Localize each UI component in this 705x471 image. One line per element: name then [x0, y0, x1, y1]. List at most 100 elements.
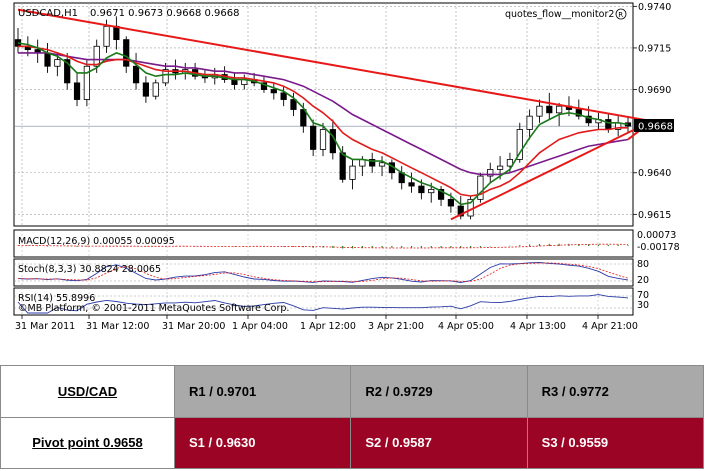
- candle-body: [437, 188, 445, 200]
- stoch-tick-bottom: 20: [637, 275, 649, 286]
- candle-body: [300, 109, 307, 127]
- x-tick-label: 31 Mar 12:00: [86, 321, 149, 332]
- candle-body: [270, 89, 277, 94]
- macd-bar: [342, 246, 344, 249]
- macd-bar: [391, 246, 393, 248]
- ohlc-readout: 0.9671 0.9673 0.9668 0.9668: [90, 8, 240, 19]
- macd-bar: [283, 246, 285, 247]
- ma-green-line: [17, 42, 629, 206]
- macd-bar: [578, 244, 580, 246]
- candle-body: [418, 185, 425, 194]
- price-axis: 0.9740 0.9715 0.9690 0.9640 0.9615: [633, 2, 671, 221]
- macd-bar: [430, 246, 432, 248]
- macd-bar: [420, 246, 422, 248]
- candle-body: [585, 115, 592, 124]
- resistance-row: USD/CAD R1 / 0.9701 R2 / 0.9729 R3 / 0.9…: [0, 365, 705, 418]
- macd-bar: [509, 245, 511, 247]
- x-tick-label: 1 Apr 12:00: [300, 321, 356, 332]
- macd-tick-top: 0.00073: [637, 230, 676, 241]
- candle-body: [152, 82, 159, 97]
- candle-body: [93, 45, 100, 67]
- macd-bar: [86, 246, 88, 247]
- x-tick-label: 3 Apr 21:00: [368, 321, 424, 332]
- s3-cell: S3 / 0.9559: [526, 416, 705, 469]
- macd-bar: [597, 244, 600, 246]
- macd-bar: [46, 246, 49, 247]
- candle-body: [378, 162, 386, 167]
- x-tick-label: 31 Mar 2011: [15, 321, 75, 332]
- macd-bar: [361, 246, 363, 249]
- y-tick-label: 0.9615: [638, 210, 671, 221]
- candle-body: [290, 99, 297, 110]
- s1-cell: S1 / 0.9630: [173, 416, 352, 469]
- r1-cell: R1 / 0.9701: [173, 365, 352, 418]
- moving-averages: [17, 42, 629, 206]
- candle-body: [536, 105, 543, 117]
- macd-bar: [371, 246, 373, 248]
- trendline-upper: [17, 8, 652, 123]
- trendline-lower: [450, 120, 653, 221]
- macd-bar: [332, 246, 334, 248]
- current-price-label: 0.9668: [638, 122, 673, 133]
- candle-body: [73, 82, 81, 100]
- y-tick-label: 0.9690: [638, 85, 671, 96]
- macd-tick-bottom: -0.00178: [637, 242, 680, 253]
- candle-body: [605, 119, 612, 130]
- macd-bar: [617, 245, 619, 246]
- candle-body: [44, 52, 51, 67]
- candle-body: [546, 105, 553, 114]
- candle-body: [103, 25, 110, 47]
- candle-body: [319, 129, 327, 150]
- stoch-signal-line: [17, 262, 629, 283]
- candle-body: [132, 65, 140, 84]
- macd-bar: [460, 246, 462, 248]
- macd-bar: [351, 246, 354, 249]
- candle-body: [54, 59, 61, 67]
- macd-bar: [37, 245, 39, 247]
- candle-body: [428, 188, 435, 194]
- y-tick-label: 0.9640: [638, 168, 671, 179]
- x-tick-label: 31 Mar 20:00: [162, 321, 225, 332]
- macd-bar: [607, 244, 609, 246]
- chart-title: USDCAD,H1: [18, 8, 78, 19]
- macd-bar: [469, 246, 472, 248]
- candle-body: [487, 169, 494, 177]
- price-chart: 0.9740 0.9715 0.9690 0.9640 0.9615 USDCAD,H1…: [13, 2, 680, 332]
- macd-bar: [538, 243, 541, 246]
- x-tick-label: 4 Apr 13:00: [510, 321, 566, 332]
- macd-bar: [381, 246, 383, 248]
- pivot-table: USD/CAD R1 / 0.9701 R2 / 0.9729 R3 / 0.9…: [0, 365, 705, 469]
- candle-body: [83, 65, 90, 100]
- pivot-point-label: Pivot point 0.9658: [0, 416, 175, 469]
- rsi-label: RSI(14) 55.8996: [18, 293, 95, 304]
- macd-signal-line: [18, 243, 629, 249]
- candle-body: [349, 165, 356, 180]
- macd-bar: [292, 246, 295, 247]
- macd-bar: [450, 246, 452, 248]
- macd-bar: [401, 246, 403, 248]
- macd-bar: [519, 245, 521, 246]
- rsi-tick-bottom: 30: [637, 300, 649, 311]
- candle-body: [142, 82, 150, 97]
- r3-cell: R3 / 0.9772: [526, 365, 705, 418]
- macd-bar: [627, 245, 629, 246]
- candle-body: [575, 109, 582, 117]
- watermark: quotes_flow__monitor2: [505, 9, 614, 20]
- macd-bar: [76, 246, 78, 247]
- rsi-line: [17, 294, 629, 314]
- macd-pane: [13, 229, 634, 258]
- copyright-text: ©MB Platform, © 2001-2011 MetaQuotes Sof…: [18, 303, 289, 314]
- macd-bar: [125, 245, 127, 247]
- registered-icon-glyph: R: [618, 11, 623, 19]
- macd-bar: [27, 245, 29, 247]
- y-tick-label: 0.9715: [638, 43, 671, 54]
- x-tick-label: 4 Apr 21:00: [582, 321, 638, 332]
- registered-icon: [615, 8, 627, 20]
- candle-body: [477, 175, 484, 200]
- candle-body: [64, 59, 71, 84]
- rsi-grid: [21, 288, 599, 315]
- candle-body: [496, 165, 504, 170]
- macd-bar: [548, 243, 550, 246]
- pair-label: USD/CAD: [0, 365, 175, 418]
- y-tick-label: 0.9740: [638, 2, 671, 13]
